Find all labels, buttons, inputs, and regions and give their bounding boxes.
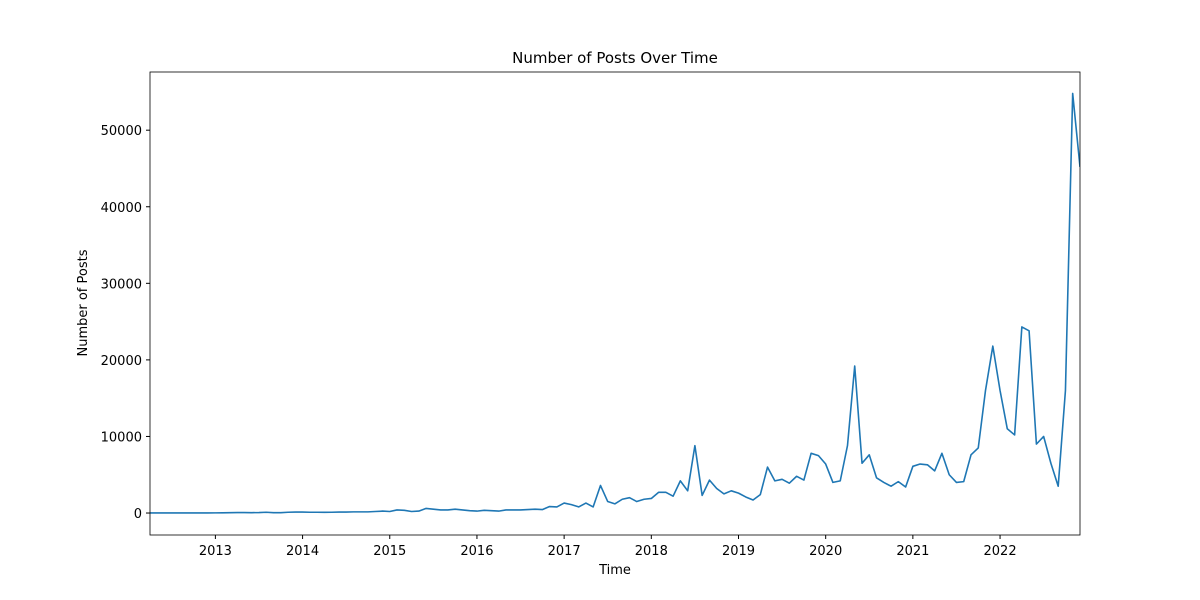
y-tick-label: 0 bbox=[134, 507, 142, 522]
x-tick-label: 2016 bbox=[460, 544, 493, 559]
y-tick-label: 10000 bbox=[101, 430, 142, 445]
y-axis-label: Number of Posts bbox=[76, 249, 91, 356]
y-tick-label: 20000 bbox=[101, 354, 142, 369]
x-tick-label: 2018 bbox=[635, 544, 668, 559]
plot-frame bbox=[149, 71, 1081, 536]
x-axis-label: Time bbox=[598, 563, 631, 578]
line bbox=[150, 92, 1080, 514]
x-tick-label: 2019 bbox=[722, 544, 755, 559]
y-tick-label: 50000 bbox=[101, 124, 142, 139]
chart-title: Number of Posts Over Time bbox=[512, 49, 718, 67]
y-tick-label: 30000 bbox=[101, 277, 142, 292]
x-tick-label: 2022 bbox=[984, 544, 1017, 559]
x-tick-label: 2020 bbox=[809, 544, 842, 559]
x-tick-label: 2013 bbox=[199, 544, 232, 559]
x-tick-label: 2021 bbox=[896, 544, 929, 559]
y-tick-label: 40000 bbox=[101, 201, 142, 216]
x-tick-label: 2014 bbox=[286, 544, 319, 559]
x-tick-label: 2017 bbox=[548, 544, 581, 559]
x-tick-label: 2015 bbox=[373, 544, 406, 559]
